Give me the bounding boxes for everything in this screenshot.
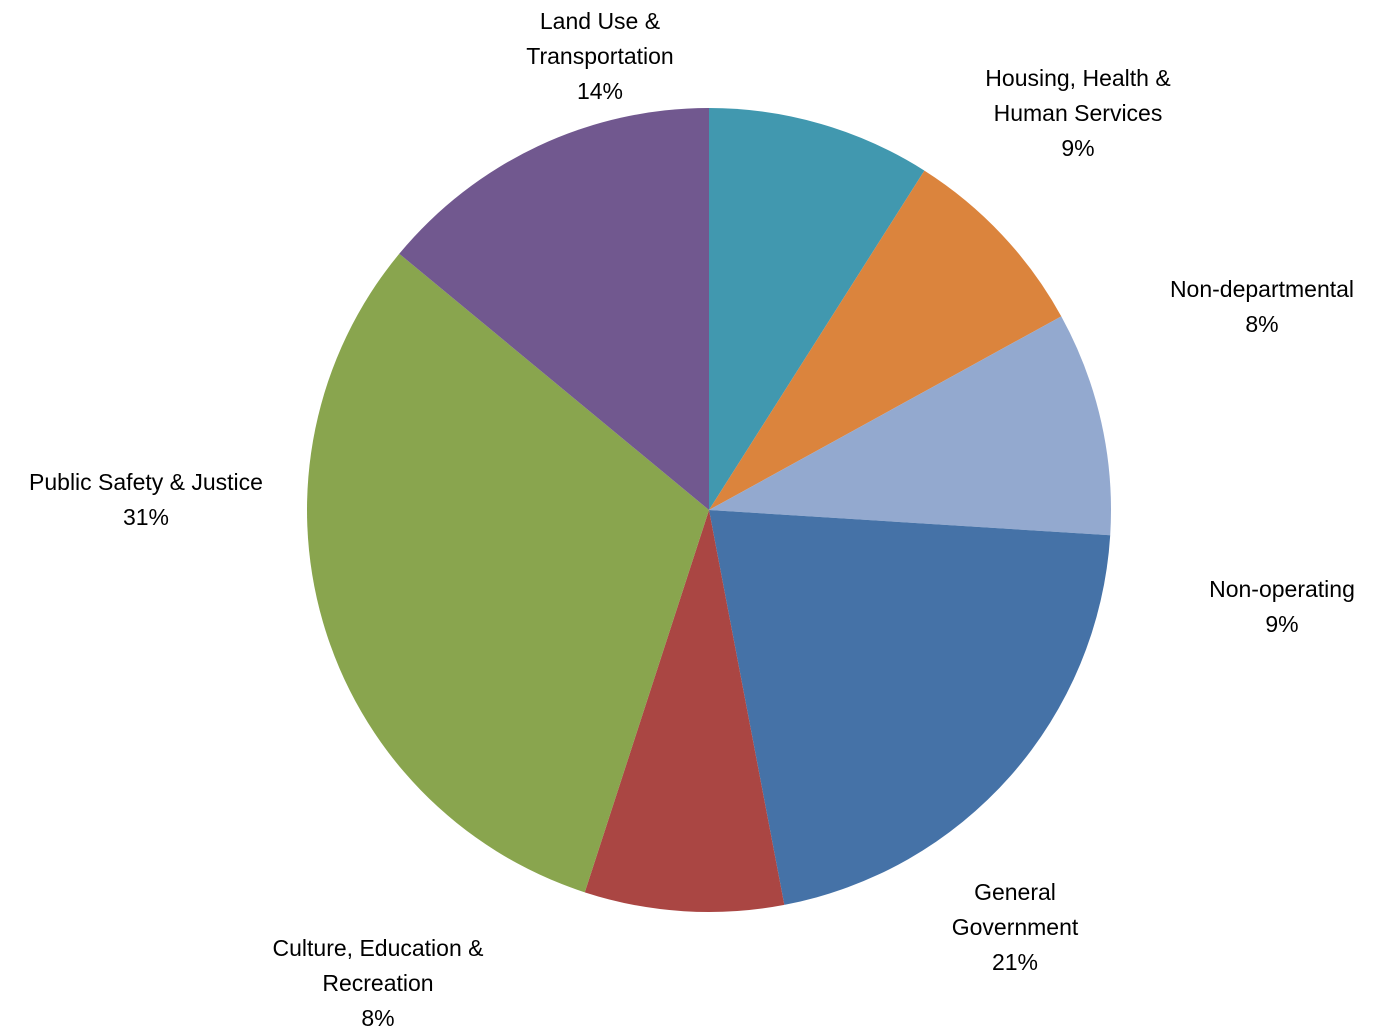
slice-label-line: Government [952,914,1079,940]
pie-slice-2 [709,316,1112,536]
slice-label-6: Land Use & Transportation 14% [526,8,673,104]
slice-label-5: Public Safety & Justice 31% [29,469,263,530]
slice-percent: 31% [123,504,169,530]
slice-label-line: Human Services [994,100,1163,126]
pie-slices [307,108,1112,912]
slice-label-line: Public Safety & Justice [29,469,263,495]
slice-label-line: Housing, Health & [985,65,1170,91]
pie-labels: Housing, Health & Human Services 9% Non-dep… [29,8,1355,1030]
slice-label-1: Non-departmental 8% [1170,276,1354,337]
slice-label-0: Housing, Health & Human Services 9% [985,65,1170,161]
slice-label-line: Culture, Education & [273,935,484,961]
pie-slice-3 [709,510,1111,905]
pie-slice-4 [584,510,785,912]
slice-label-4: Culture, Education & Recreation 8% [273,935,484,1030]
slice-percent: 8% [1245,311,1278,337]
slice-label-2: Non-operating 9% [1209,576,1355,637]
slice-percent: 8% [361,1005,394,1030]
pie-slice-5 [307,253,709,893]
slice-percent: 14% [577,78,623,104]
pie-slice-0 [709,108,925,510]
slice-label-line: Non-departmental [1170,276,1354,302]
slice-label-line: Land Use & [540,8,660,34]
slice-label-line: Recreation [322,970,433,996]
pie-slice-1 [709,170,1062,510]
slice-label-line: Non-operating [1209,576,1355,602]
slice-percent: 9% [1061,135,1094,161]
pie-slice-6 [399,108,709,510]
slice-label-line: Transportation [526,43,673,69]
slice-percent: 9% [1265,611,1298,637]
slice-label-line: General [974,879,1056,905]
slice-percent: 21% [992,949,1038,975]
slice-label-3: General Government 21% [952,879,1079,975]
